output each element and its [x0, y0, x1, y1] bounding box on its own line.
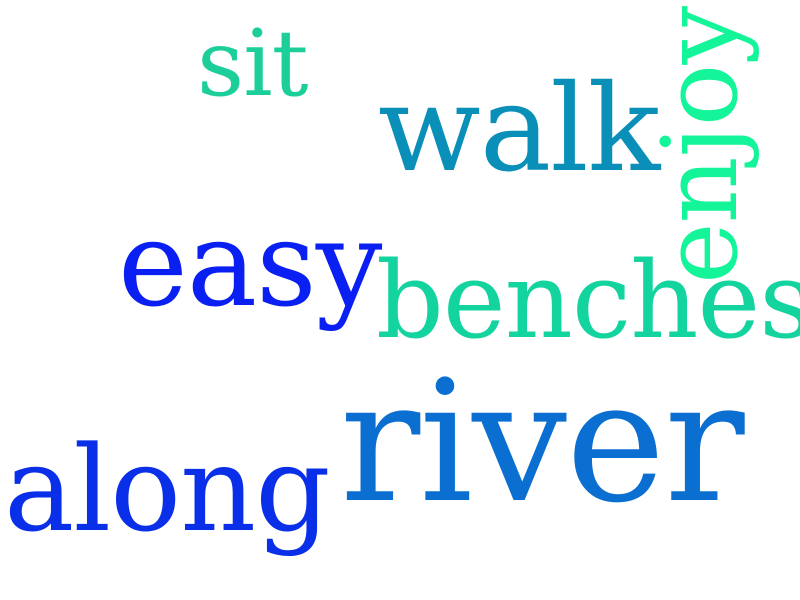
word-walk: walk: [378, 60, 660, 199]
word-along: along: [4, 420, 331, 558]
word-easy: easy: [118, 195, 382, 333]
word-river: river: [340, 344, 745, 540]
word-sit: sit: [197, 10, 309, 117]
word-benches: benches: [376, 239, 800, 362]
